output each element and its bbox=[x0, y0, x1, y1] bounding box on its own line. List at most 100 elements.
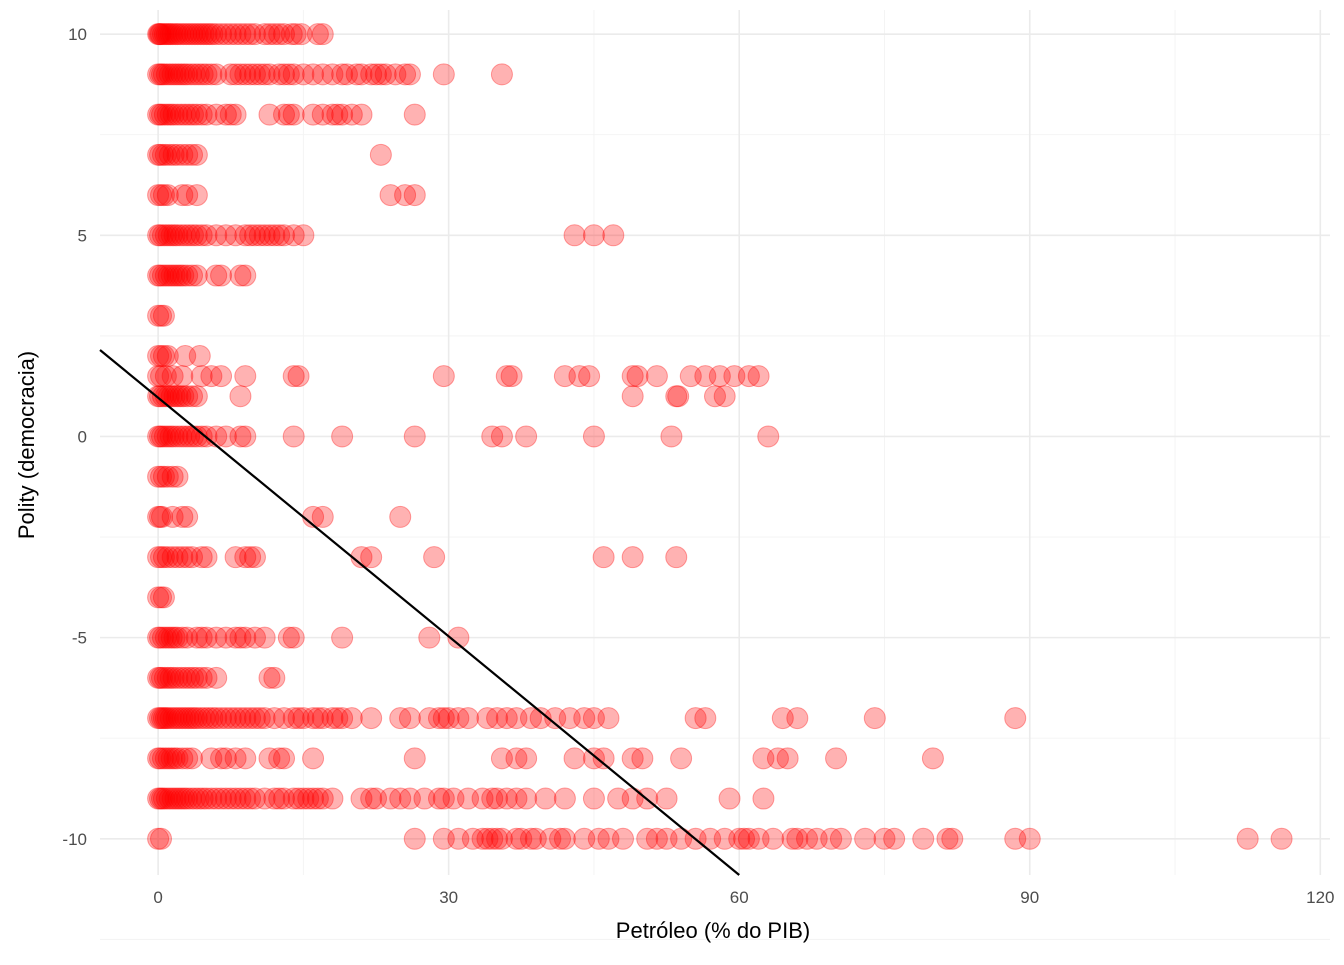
data-point bbox=[263, 787, 286, 810]
data-point bbox=[185, 626, 208, 649]
data-point bbox=[157, 264, 180, 287]
data-point bbox=[471, 787, 494, 810]
data-point bbox=[282, 707, 305, 730]
data-point bbox=[150, 365, 173, 388]
data-point bbox=[181, 103, 204, 126]
data-point bbox=[694, 365, 717, 388]
data-point bbox=[176, 787, 199, 810]
data-point bbox=[181, 385, 204, 408]
data-point bbox=[166, 747, 189, 770]
data-point bbox=[214, 425, 237, 448]
data-point bbox=[181, 143, 204, 166]
data-point bbox=[766, 747, 789, 770]
data-point bbox=[229, 707, 252, 730]
data-point bbox=[149, 224, 172, 247]
data-point bbox=[243, 63, 266, 86]
data-point bbox=[515, 787, 538, 810]
data-point bbox=[873, 827, 896, 850]
data-point bbox=[219, 787, 242, 810]
data-point bbox=[172, 264, 195, 287]
data-point bbox=[495, 787, 518, 810]
data-point bbox=[912, 827, 935, 850]
data-point bbox=[258, 666, 281, 689]
data-point bbox=[350, 787, 373, 810]
data-point bbox=[248, 63, 271, 86]
data-point bbox=[163, 747, 186, 770]
data-point bbox=[239, 707, 262, 730]
data-point bbox=[762, 827, 785, 850]
data-point bbox=[302, 63, 325, 86]
data-point bbox=[170, 666, 193, 689]
data-point bbox=[321, 787, 344, 810]
data-point bbox=[326, 707, 349, 730]
data-point bbox=[214, 626, 237, 649]
data-point bbox=[147, 304, 170, 327]
data-point bbox=[699, 827, 722, 850]
data-point bbox=[403, 747, 426, 770]
data-point bbox=[214, 23, 237, 46]
data-point bbox=[176, 385, 199, 408]
data-point bbox=[152, 63, 175, 86]
data-point bbox=[243, 626, 266, 649]
data-point bbox=[403, 103, 426, 126]
data-point bbox=[161, 23, 184, 46]
data-point bbox=[229, 23, 252, 46]
data-point bbox=[190, 666, 213, 689]
data-point bbox=[150, 546, 173, 569]
data-point bbox=[481, 787, 504, 810]
data-point bbox=[195, 23, 218, 46]
data-point bbox=[447, 827, 470, 850]
data-point bbox=[582, 787, 605, 810]
data-point bbox=[403, 827, 426, 850]
data-point bbox=[147, 365, 170, 388]
data-point bbox=[205, 264, 228, 287]
data-point bbox=[495, 707, 518, 730]
data-point bbox=[166, 103, 189, 126]
data-point bbox=[418, 626, 441, 649]
data-point bbox=[147, 184, 170, 207]
data-point bbox=[157, 224, 180, 247]
data-point bbox=[159, 707, 182, 730]
data-point bbox=[771, 707, 794, 730]
data-point bbox=[365, 787, 388, 810]
data-point bbox=[757, 425, 780, 448]
data-point bbox=[243, 23, 266, 46]
data-point bbox=[243, 787, 266, 810]
data-point bbox=[168, 707, 191, 730]
data-point bbox=[210, 264, 233, 287]
data-point bbox=[253, 787, 276, 810]
data-point bbox=[515, 425, 538, 448]
data-point bbox=[350, 103, 373, 126]
data-point bbox=[243, 707, 266, 730]
data-point bbox=[149, 385, 172, 408]
data-point bbox=[176, 626, 199, 649]
data-point bbox=[340, 103, 363, 126]
data-point bbox=[302, 103, 325, 126]
data-point bbox=[171, 747, 194, 770]
data-point bbox=[147, 505, 170, 528]
data-point bbox=[189, 23, 212, 46]
data-point bbox=[205, 63, 228, 86]
data-point bbox=[292, 224, 315, 247]
data-point bbox=[205, 23, 228, 46]
data-point bbox=[183, 23, 206, 46]
data-point bbox=[263, 224, 286, 247]
data-point bbox=[229, 385, 252, 408]
y-tick-label: -5 bbox=[72, 629, 87, 648]
data-point bbox=[224, 224, 247, 247]
data-point bbox=[169, 23, 192, 46]
data-point bbox=[156, 184, 179, 207]
data-point bbox=[186, 23, 209, 46]
data-point bbox=[149, 143, 172, 166]
data-point bbox=[592, 747, 615, 770]
y-tick-label: 10 bbox=[68, 25, 87, 44]
data-point bbox=[636, 827, 659, 850]
data-point bbox=[229, 626, 252, 649]
data-point bbox=[718, 787, 741, 810]
data-point bbox=[195, 63, 218, 86]
data-point bbox=[174, 666, 197, 689]
data-point bbox=[243, 224, 266, 247]
data-point bbox=[147, 586, 170, 609]
data-point bbox=[796, 827, 819, 850]
data-point bbox=[205, 224, 228, 247]
